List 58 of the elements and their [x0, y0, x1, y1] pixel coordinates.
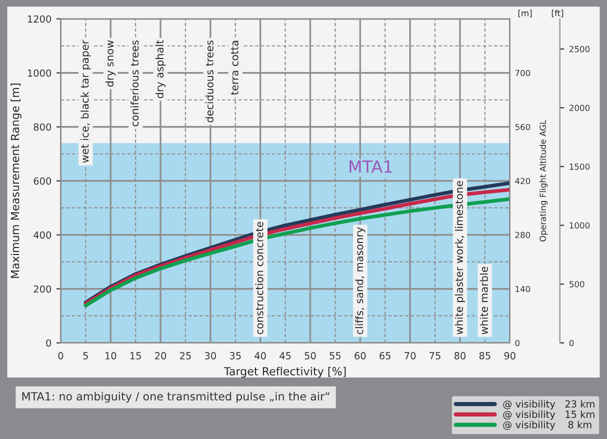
x-tick-label: 20	[155, 352, 166, 360]
y-tick-label: 200	[34, 285, 52, 293]
x-axis-title: Target Reflectivity [%]	[224, 366, 346, 378]
x-tick-label: 50	[304, 352, 316, 360]
x-tick-label: 60	[354, 352, 366, 360]
y3-tick-label: 1000	[570, 222, 590, 229]
x-tick-label: 15	[130, 352, 141, 360]
annotation: dry asphalt	[155, 40, 166, 98]
text: MTA1: no ambiguity / one transmitted pulse „in the air“	[22, 392, 330, 403]
x-tick-label: 0	[58, 352, 64, 360]
y-tick-label: 1200	[28, 15, 52, 23]
annotation: wet ice, black tar paper	[80, 40, 91, 163]
annotation: cliffs, sand, masonry	[355, 227, 366, 334]
y-tick-label: 400	[34, 231, 52, 239]
y3-tick-label: 1500	[570, 164, 590, 170]
annotation: terra cotta	[230, 40, 238, 95]
y2-axis-title: [m]	[518, 10, 532, 18]
x-tick-label: 65	[380, 352, 390, 360]
y-axis-title: Maximum Measurement Range [m]	[10, 84, 22, 278]
y-tick-label: 0	[46, 339, 52, 347]
x-tick-label: 45	[280, 352, 291, 360]
y3-tick-label: 0	[569, 340, 574, 346]
y-tick-label: 1000	[28, 69, 52, 77]
y3-tick-label: 2500	[570, 46, 590, 52]
annotation: dry snow	[106, 40, 116, 87]
y3-tick-label: 500	[570, 281, 584, 288]
legend-label: @ visibility 8 km	[503, 420, 592, 430]
x-tick-label: 5	[83, 352, 88, 360]
x-tick-label: 55	[330, 352, 341, 360]
x-tick-label: 30	[204, 352, 216, 360]
x-tick-label: 10	[105, 352, 116, 360]
x-tick-label: 40	[254, 352, 266, 360]
annotation: white marble	[480, 266, 488, 334]
x-tick-label: 35	[230, 352, 241, 360]
y2-tick-label: 140	[516, 286, 530, 292]
x-tick-label: 80	[454, 352, 466, 360]
annotation: construction concrete	[255, 222, 264, 334]
legend-label: @ visibility 15 km	[503, 410, 594, 420]
annotation: deciduous trees	[205, 40, 214, 122]
y2-tick-label: 700	[515, 70, 530, 76]
x-tick-label: 70	[404, 352, 416, 360]
x-tick-label: 85	[479, 352, 490, 360]
x-tick-label: 90	[504, 352, 516, 360]
x-tick-label: 75	[430, 352, 440, 360]
y2-tick-label: 0	[515, 340, 520, 346]
y-tick-label: 600	[34, 177, 52, 185]
y2-tick-label: 560	[515, 124, 530, 130]
y3-tick-label: 2000	[570, 104, 590, 112]
x-tick-label: 25	[180, 352, 191, 360]
band-label: MTA1	[350, 160, 392, 173]
y-tick-label: 800	[34, 123, 52, 131]
y2-tick-label: 280	[515, 232, 530, 238]
y2-tick-label: 420	[515, 178, 530, 184]
y3-axis-title: [ft]	[552, 10, 564, 18]
annotation: white plaster work, limestone	[454, 181, 466, 334]
text: Operating Flight Altitude AGL	[540, 120, 548, 242]
annotation: coniferious trees	[130, 40, 139, 126]
legend-label: @ visibility 23 km	[503, 400, 594, 410]
